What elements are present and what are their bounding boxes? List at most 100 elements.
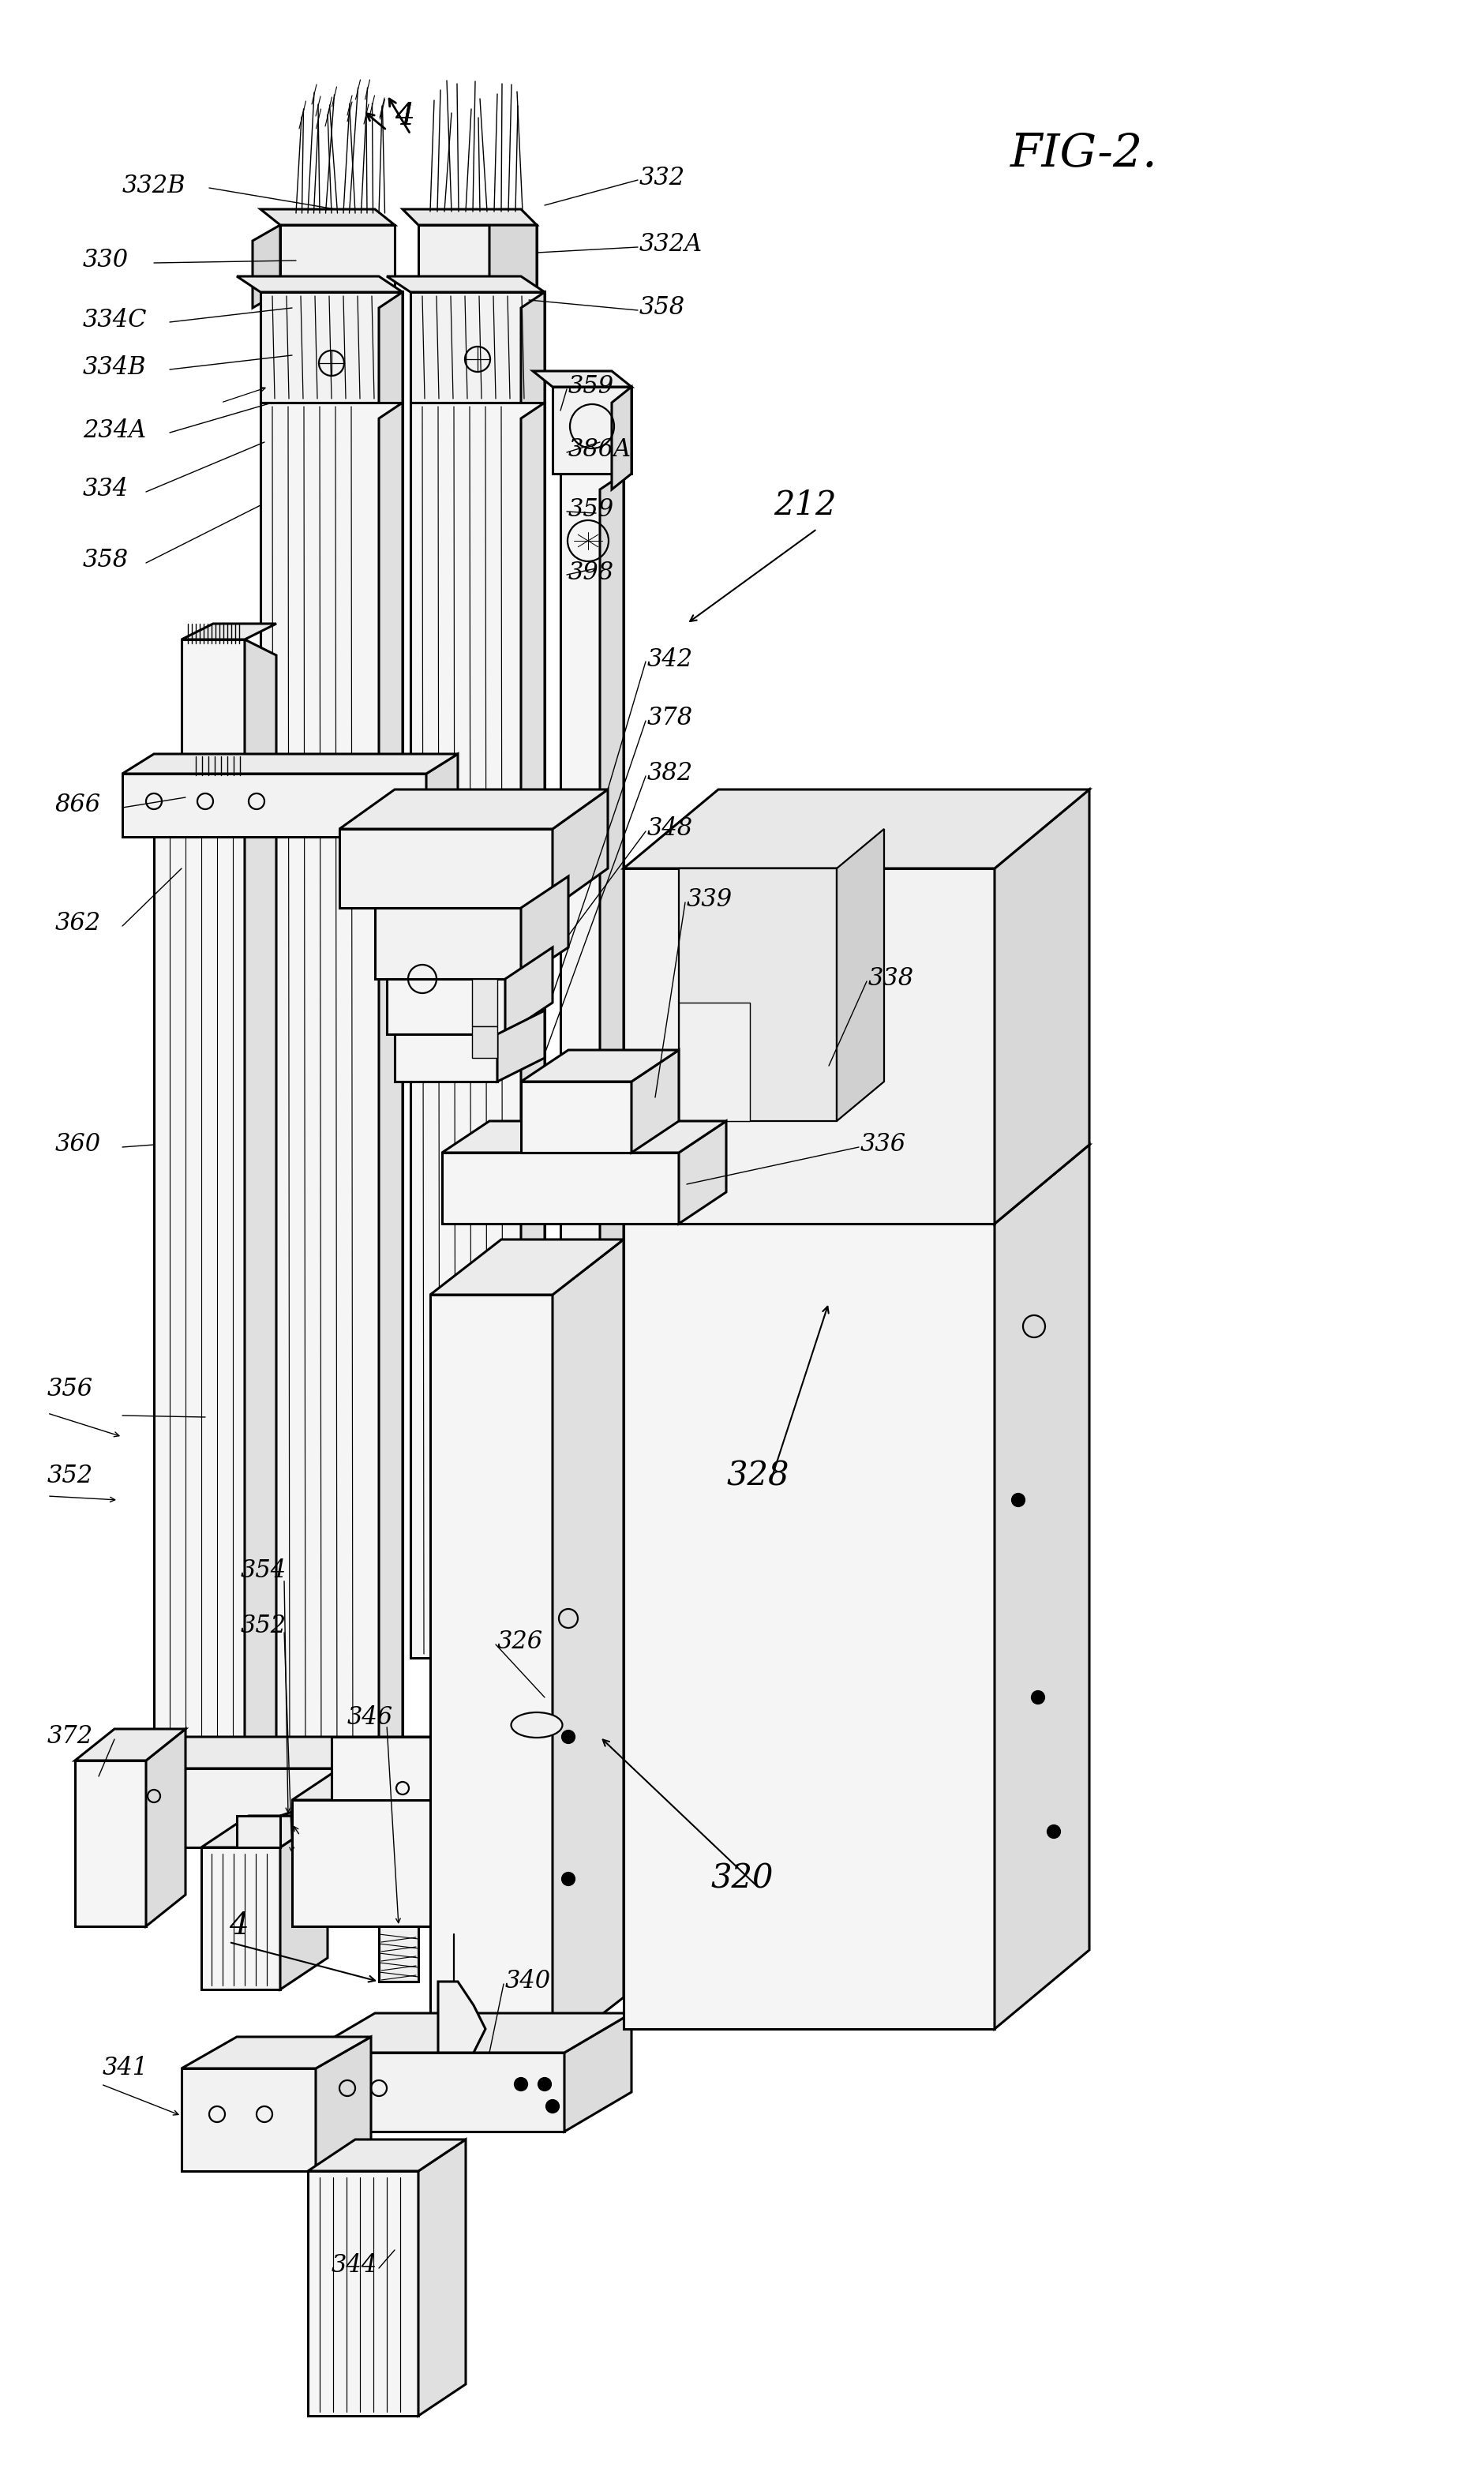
Text: 362: 362 bbox=[55, 911, 101, 936]
Circle shape bbox=[539, 2079, 551, 2091]
Polygon shape bbox=[202, 1817, 328, 1846]
Text: 382: 382 bbox=[647, 762, 693, 787]
Text: 354: 354 bbox=[240, 1559, 286, 1584]
Text: 359: 359 bbox=[568, 374, 614, 398]
Polygon shape bbox=[245, 775, 276, 1770]
Polygon shape bbox=[490, 225, 537, 307]
Text: 866: 866 bbox=[55, 792, 101, 817]
Polygon shape bbox=[837, 829, 884, 1121]
Text: 344: 344 bbox=[331, 2255, 377, 2277]
Polygon shape bbox=[122, 1770, 426, 1846]
Polygon shape bbox=[600, 473, 623, 1634]
Polygon shape bbox=[307, 2052, 564, 2131]
Polygon shape bbox=[292, 1770, 490, 1799]
Polygon shape bbox=[442, 1153, 678, 1223]
Polygon shape bbox=[623, 790, 1089, 869]
Text: FIG-2.: FIG-2. bbox=[1011, 131, 1158, 176]
Polygon shape bbox=[994, 1146, 1089, 2030]
Circle shape bbox=[562, 1730, 574, 1742]
Text: 328: 328 bbox=[726, 1460, 789, 1492]
Polygon shape bbox=[623, 1223, 994, 2030]
Polygon shape bbox=[521, 292, 545, 418]
Polygon shape bbox=[564, 2012, 632, 2131]
Text: 398: 398 bbox=[568, 559, 614, 584]
Polygon shape bbox=[497, 1010, 545, 1082]
Polygon shape bbox=[154, 757, 276, 775]
Text: 234A: 234A bbox=[83, 418, 145, 443]
Polygon shape bbox=[426, 755, 459, 837]
Text: 332: 332 bbox=[640, 166, 686, 191]
Polygon shape bbox=[611, 386, 632, 490]
Polygon shape bbox=[430, 1240, 623, 1294]
Polygon shape bbox=[280, 225, 395, 292]
Circle shape bbox=[1012, 1495, 1024, 1507]
Text: 4: 4 bbox=[395, 101, 414, 131]
Polygon shape bbox=[678, 869, 837, 1121]
Polygon shape bbox=[375, 908, 521, 980]
Text: 330: 330 bbox=[83, 248, 129, 272]
Text: 339: 339 bbox=[687, 889, 733, 913]
Text: 352: 352 bbox=[240, 1614, 286, 1638]
Polygon shape bbox=[307, 2171, 418, 2416]
Text: 212: 212 bbox=[773, 488, 837, 522]
Polygon shape bbox=[472, 1027, 497, 1057]
Polygon shape bbox=[331, 1737, 537, 1799]
Polygon shape bbox=[378, 292, 402, 418]
Text: 341: 341 bbox=[102, 2057, 148, 2081]
Text: 332B: 332B bbox=[122, 173, 186, 198]
Polygon shape bbox=[122, 1737, 473, 1770]
Polygon shape bbox=[411, 403, 545, 1658]
Polygon shape bbox=[623, 1146, 1089, 1223]
Polygon shape bbox=[387, 277, 545, 292]
Text: 334: 334 bbox=[83, 478, 129, 502]
Polygon shape bbox=[411, 292, 545, 403]
Circle shape bbox=[515, 2079, 527, 2091]
Polygon shape bbox=[395, 1035, 497, 1082]
Polygon shape bbox=[292, 1799, 442, 1926]
Polygon shape bbox=[521, 403, 545, 1673]
Polygon shape bbox=[340, 790, 608, 829]
Text: 360: 360 bbox=[55, 1134, 101, 1156]
Polygon shape bbox=[632, 1049, 678, 1153]
Polygon shape bbox=[245, 639, 276, 775]
Text: 358: 358 bbox=[640, 295, 686, 319]
Polygon shape bbox=[521, 1082, 632, 1153]
Text: 346: 346 bbox=[347, 1705, 393, 1730]
Circle shape bbox=[562, 1874, 574, 1886]
Polygon shape bbox=[418, 2138, 466, 2416]
Polygon shape bbox=[505, 948, 552, 1035]
Polygon shape bbox=[340, 829, 552, 908]
Polygon shape bbox=[316, 2037, 371, 2171]
Polygon shape bbox=[442, 1121, 726, 1153]
Text: 340: 340 bbox=[505, 1970, 551, 1995]
Polygon shape bbox=[552, 790, 608, 908]
Polygon shape bbox=[472, 980, 497, 1027]
Polygon shape bbox=[261, 403, 402, 1799]
Text: 336: 336 bbox=[861, 1134, 907, 1156]
Circle shape bbox=[546, 2099, 559, 2114]
Polygon shape bbox=[378, 403, 402, 1817]
Text: 326: 326 bbox=[497, 1631, 543, 1653]
Polygon shape bbox=[402, 210, 537, 225]
Polygon shape bbox=[430, 1294, 552, 2052]
Polygon shape bbox=[994, 790, 1089, 1223]
Polygon shape bbox=[378, 1926, 418, 1982]
Polygon shape bbox=[181, 639, 245, 775]
Text: 358: 358 bbox=[83, 549, 129, 572]
Polygon shape bbox=[202, 1846, 280, 1990]
Polygon shape bbox=[261, 292, 402, 403]
Polygon shape bbox=[76, 1730, 186, 1760]
Text: 356: 356 bbox=[47, 1376, 93, 1401]
Text: 4: 4 bbox=[395, 101, 414, 131]
Polygon shape bbox=[76, 1760, 145, 1926]
Text: 334C: 334C bbox=[83, 307, 147, 332]
Polygon shape bbox=[521, 876, 568, 980]
Polygon shape bbox=[237, 1817, 280, 1846]
Polygon shape bbox=[537, 1713, 576, 1799]
Polygon shape bbox=[280, 1817, 328, 1990]
Polygon shape bbox=[678, 1121, 726, 1223]
Text: 320: 320 bbox=[711, 1861, 773, 1896]
Ellipse shape bbox=[510, 1713, 562, 1737]
Polygon shape bbox=[261, 210, 395, 225]
Polygon shape bbox=[307, 2138, 466, 2171]
